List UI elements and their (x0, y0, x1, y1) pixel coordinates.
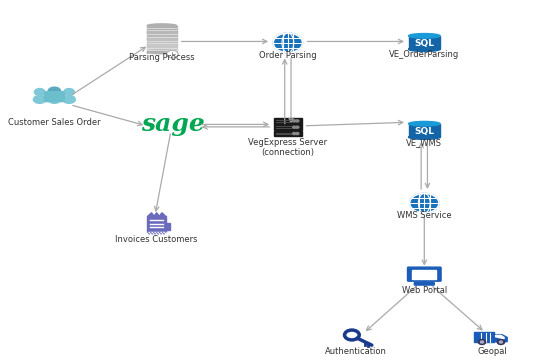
Ellipse shape (409, 135, 440, 139)
Circle shape (293, 132, 296, 135)
Circle shape (481, 341, 483, 343)
FancyBboxPatch shape (408, 267, 441, 281)
Ellipse shape (48, 96, 61, 103)
Circle shape (64, 89, 74, 96)
Polygon shape (494, 335, 507, 342)
Circle shape (293, 120, 296, 122)
Circle shape (296, 120, 299, 122)
Text: SQL: SQL (414, 39, 434, 48)
FancyBboxPatch shape (409, 36, 440, 49)
Text: Customer Sales Order: Customer Sales Order (8, 118, 101, 127)
FancyBboxPatch shape (474, 332, 494, 342)
FancyBboxPatch shape (412, 270, 436, 279)
Circle shape (49, 89, 60, 96)
Text: Web Portal: Web Portal (401, 286, 447, 295)
FancyBboxPatch shape (414, 283, 434, 285)
Ellipse shape (147, 37, 176, 41)
FancyBboxPatch shape (147, 46, 176, 52)
Circle shape (273, 33, 302, 53)
Circle shape (296, 132, 299, 135)
FancyBboxPatch shape (274, 131, 301, 136)
FancyBboxPatch shape (44, 92, 64, 102)
Circle shape (478, 339, 486, 345)
Circle shape (499, 341, 503, 343)
Text: VE_OrderParsing: VE_OrderParsing (389, 50, 460, 59)
Ellipse shape (33, 96, 46, 103)
FancyBboxPatch shape (274, 118, 301, 124)
Polygon shape (148, 213, 165, 216)
Text: Geopal: Geopal (478, 347, 508, 356)
Ellipse shape (63, 96, 75, 103)
Text: Order Parsing: Order Parsing (259, 51, 317, 60)
Circle shape (410, 193, 439, 213)
Circle shape (166, 50, 178, 58)
Text: VegExpress Server
(connection): VegExpress Server (connection) (248, 138, 327, 157)
FancyBboxPatch shape (147, 216, 166, 232)
Text: WMS Service: WMS Service (397, 211, 452, 220)
Circle shape (34, 89, 45, 96)
Ellipse shape (409, 33, 440, 38)
Ellipse shape (409, 121, 440, 126)
Text: VE_WMS: VE_WMS (406, 138, 442, 147)
Ellipse shape (147, 24, 176, 27)
Text: Authentication: Authentication (325, 347, 387, 356)
FancyBboxPatch shape (147, 39, 176, 45)
FancyBboxPatch shape (409, 124, 440, 137)
FancyBboxPatch shape (147, 26, 176, 32)
Text: SQL: SQL (414, 127, 434, 136)
FancyBboxPatch shape (274, 125, 301, 130)
FancyBboxPatch shape (165, 223, 170, 230)
Circle shape (293, 126, 296, 128)
Ellipse shape (147, 31, 176, 34)
Ellipse shape (147, 50, 176, 54)
Text: Invoices Customers: Invoices Customers (116, 235, 198, 244)
Circle shape (497, 339, 504, 345)
Polygon shape (495, 335, 504, 339)
Circle shape (48, 87, 61, 96)
FancyBboxPatch shape (147, 32, 176, 39)
Circle shape (296, 126, 299, 128)
Text: sage: sage (140, 112, 204, 136)
Ellipse shape (147, 44, 176, 48)
Ellipse shape (409, 47, 440, 51)
Text: Parsing Process: Parsing Process (129, 53, 195, 62)
